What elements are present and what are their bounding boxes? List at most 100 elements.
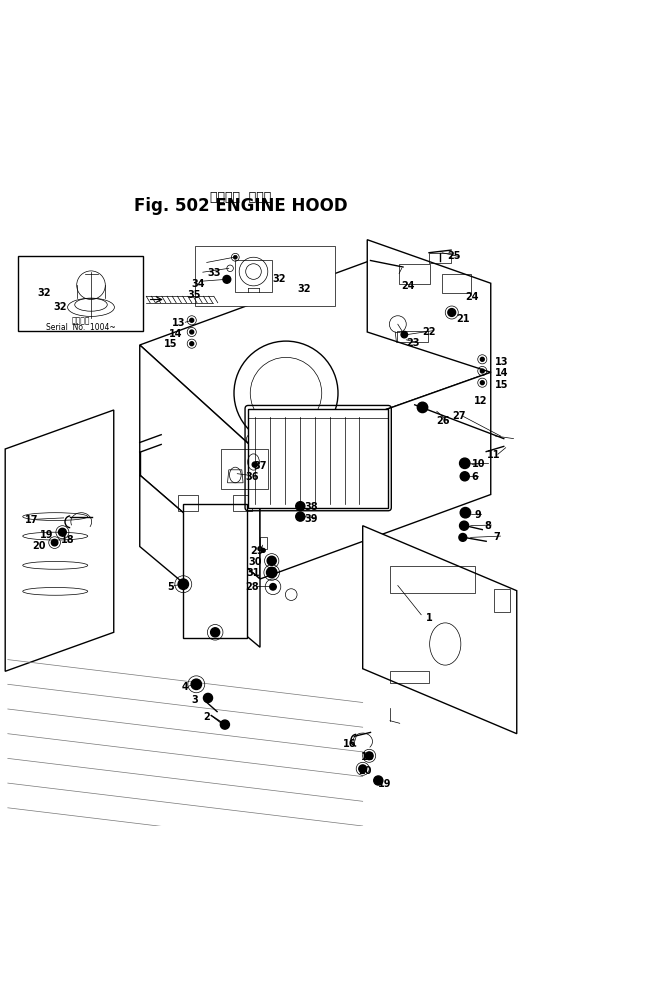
Circle shape <box>296 503 305 512</box>
Polygon shape <box>140 475 260 648</box>
Text: 32: 32 <box>38 288 51 298</box>
Circle shape <box>267 557 276 566</box>
Text: 19: 19 <box>40 529 53 539</box>
Text: 37: 37 <box>254 460 266 470</box>
Circle shape <box>460 508 471 519</box>
Text: エンジン  フード: エンジン フード <box>210 192 271 204</box>
Circle shape <box>261 549 265 553</box>
Text: Serial  No.  1004~: Serial No. 1004~ <box>46 322 116 331</box>
Bar <box>494 589 510 612</box>
Text: 15: 15 <box>164 339 177 349</box>
Text: 18: 18 <box>62 535 75 545</box>
Circle shape <box>266 568 277 578</box>
Polygon shape <box>5 410 114 672</box>
Text: 38: 38 <box>304 502 317 512</box>
Text: 18: 18 <box>361 751 374 761</box>
Circle shape <box>460 458 470 469</box>
Text: 32: 32 <box>53 302 66 312</box>
Text: 5: 5 <box>167 581 174 591</box>
Bar <box>429 254 451 264</box>
Circle shape <box>401 332 408 339</box>
Circle shape <box>51 540 58 547</box>
Text: 22: 22 <box>422 326 436 336</box>
Text: 36: 36 <box>246 471 259 481</box>
Circle shape <box>296 513 305 522</box>
Polygon shape <box>140 346 260 580</box>
Circle shape <box>417 403 428 413</box>
Circle shape <box>58 529 66 537</box>
Circle shape <box>374 776 383 785</box>
Text: 34: 34 <box>192 279 205 289</box>
Bar <box>221 449 268 489</box>
Bar <box>195 247 335 307</box>
Text: 24: 24 <box>402 281 415 291</box>
Text: 28: 28 <box>246 581 259 591</box>
Bar <box>18 257 143 331</box>
Text: Fig. 502 ENGINE HOOD: Fig. 502 ENGINE HOOD <box>134 197 347 215</box>
Text: 14: 14 <box>495 368 508 378</box>
Circle shape <box>190 319 194 323</box>
Text: 12: 12 <box>474 396 488 406</box>
Text: 9: 9 <box>474 510 481 520</box>
Circle shape <box>359 765 367 773</box>
Text: 14: 14 <box>169 328 182 338</box>
Bar <box>178 495 198 512</box>
Circle shape <box>191 679 202 690</box>
Text: 13: 13 <box>172 318 185 328</box>
Text: 26: 26 <box>437 416 450 426</box>
Circle shape <box>460 472 469 481</box>
Bar <box>235 261 272 293</box>
Circle shape <box>233 256 237 260</box>
Text: 11: 11 <box>488 449 500 459</box>
Text: 2: 2 <box>203 711 210 721</box>
Text: 27: 27 <box>452 411 465 421</box>
Text: 24: 24 <box>465 292 478 302</box>
Circle shape <box>459 534 467 542</box>
Circle shape <box>480 370 484 373</box>
Text: 31: 31 <box>247 568 260 578</box>
Bar <box>442 274 471 294</box>
Text: 33: 33 <box>208 268 221 278</box>
Bar <box>399 265 430 285</box>
Circle shape <box>252 462 257 467</box>
Circle shape <box>203 694 213 703</box>
Circle shape <box>365 752 373 760</box>
Circle shape <box>480 358 484 362</box>
Text: 15: 15 <box>495 379 508 389</box>
Circle shape <box>220 720 229 729</box>
Text: 10: 10 <box>472 458 485 468</box>
Bar <box>390 567 474 594</box>
Bar <box>390 672 429 683</box>
Polygon shape <box>260 373 491 580</box>
Text: 8: 8 <box>484 521 491 531</box>
Polygon shape <box>367 241 491 373</box>
Text: 13: 13 <box>495 357 508 367</box>
Text: 17: 17 <box>25 515 38 525</box>
Bar <box>183 505 247 638</box>
Bar <box>396 331 428 343</box>
Text: 35: 35 <box>187 290 200 300</box>
Text: 19: 19 <box>378 778 391 788</box>
Text: 30: 30 <box>248 557 261 567</box>
Text: 20: 20 <box>359 765 372 775</box>
Polygon shape <box>363 527 517 734</box>
Circle shape <box>211 628 220 637</box>
Text: 21: 21 <box>456 313 469 323</box>
Circle shape <box>270 584 276 591</box>
Text: 3: 3 <box>192 694 198 704</box>
Bar <box>248 409 388 508</box>
Circle shape <box>190 342 194 346</box>
Text: 4: 4 <box>181 682 188 691</box>
Text: 7: 7 <box>494 532 500 542</box>
Text: 39: 39 <box>304 514 317 524</box>
Circle shape <box>178 580 188 590</box>
Text: 32: 32 <box>273 274 286 284</box>
Circle shape <box>460 522 469 531</box>
Text: 適用番号: 適用番号 <box>72 316 90 325</box>
Circle shape <box>223 276 231 284</box>
Text: 23: 23 <box>407 338 420 348</box>
Text: 6: 6 <box>471 471 478 481</box>
Text: 32: 32 <box>298 284 311 294</box>
Bar <box>260 538 266 550</box>
Polygon shape <box>140 261 491 454</box>
